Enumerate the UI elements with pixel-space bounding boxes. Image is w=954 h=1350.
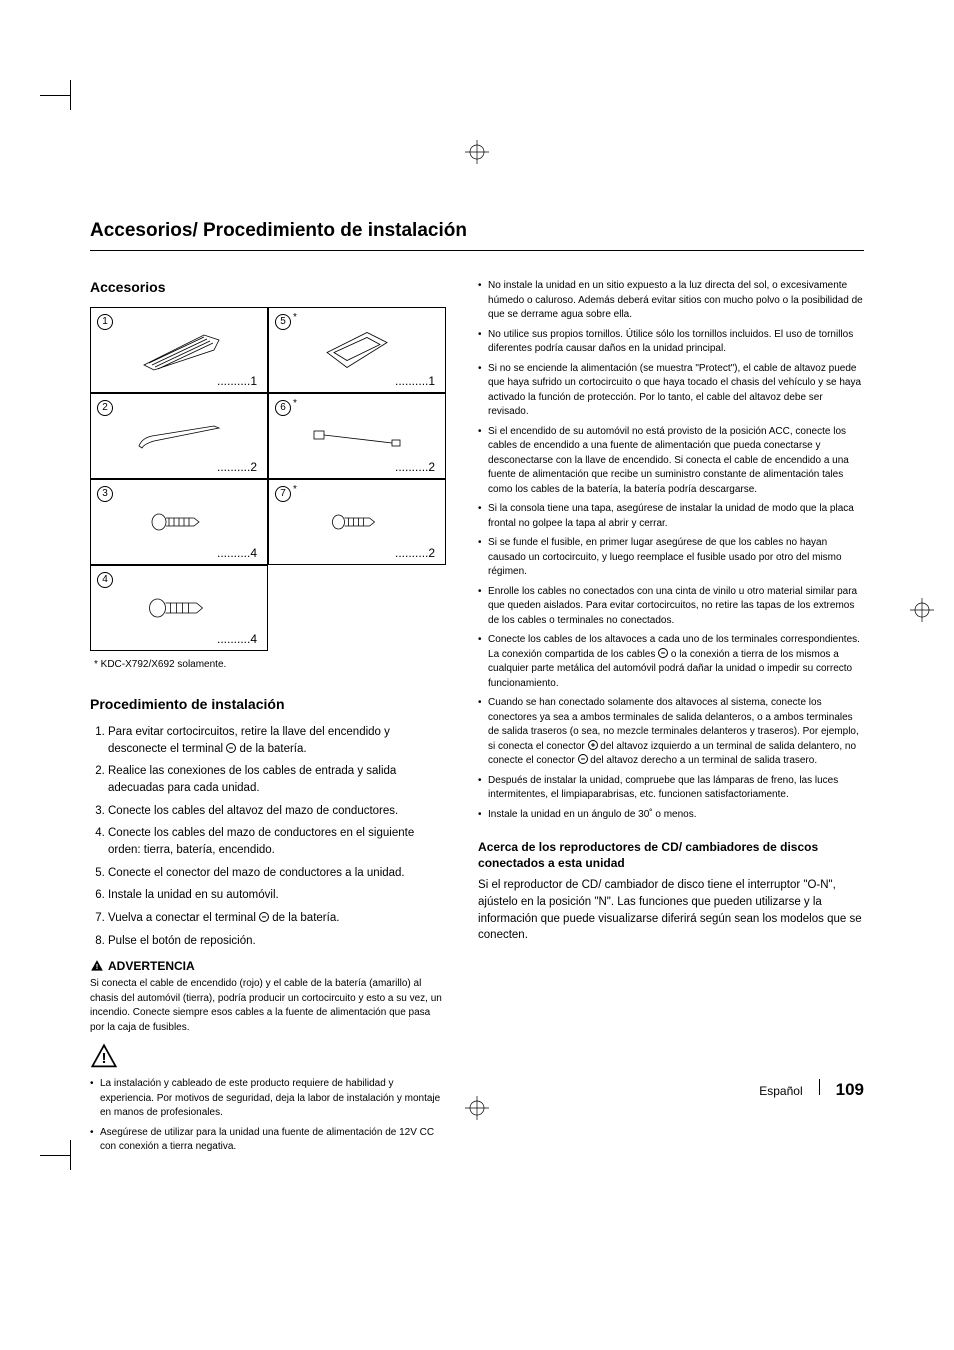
accessory-cell: 2 ..........2 bbox=[90, 393, 268, 479]
accessory-number: 2 bbox=[97, 400, 113, 416]
note-item: No instale la unidad en un sitio expuest… bbox=[478, 279, 865, 323]
accessories-heading: Accesorios bbox=[90, 279, 446, 295]
warning-body: Si conecta el cable de encendido (rojo) … bbox=[90, 977, 446, 1035]
extraction-key-icon bbox=[134, 416, 224, 456]
accessory-grid: 1 ..........1 5 * ..........1 2 ........… bbox=[90, 307, 446, 651]
accessory-qty: ..........1 bbox=[217, 374, 257, 388]
minus-terminal-icon bbox=[658, 648, 668, 658]
cd-changer-heading: Acerca de los reproductores de CD/ cambi… bbox=[478, 840, 865, 871]
accessory-qty: ..........2 bbox=[395, 546, 435, 560]
caution-item: La instalación y cableado de este produc… bbox=[90, 1077, 446, 1121]
wiring-harness-icon bbox=[134, 325, 224, 375]
svg-text:!: ! bbox=[96, 962, 99, 971]
right-bullets: No instale la unidad en un sitio expuest… bbox=[478, 279, 865, 822]
accessory-qty: ..........4 bbox=[217, 632, 257, 646]
accessory-number: 3 bbox=[97, 486, 113, 502]
screw-icon bbox=[147, 592, 212, 624]
cd-changer-body: Si el reproductor de CD/ cambiador de di… bbox=[478, 877, 865, 944]
cable-icon bbox=[312, 421, 402, 451]
warning-label: ADVERTENCIA bbox=[108, 959, 195, 973]
install-step: Para evitar cortocircuitos, retire la ll… bbox=[108, 724, 446, 757]
caution-item: Asegúrese de utilizar para la unidad una… bbox=[90, 1126, 446, 1155]
install-steps: Para evitar cortocircuitos, retire la ll… bbox=[90, 724, 446, 949]
install-step: Vuelva a conectar el terminal de la bate… bbox=[108, 910, 446, 927]
minus-terminal-icon bbox=[226, 743, 236, 753]
accessory-cell: 6 * ..........2 bbox=[268, 393, 446, 479]
accessory-number: 6 bbox=[275, 400, 291, 416]
registration-mark-icon bbox=[465, 1096, 489, 1120]
accessory-star: * bbox=[293, 312, 297, 323]
note-item: Si la consola tiene una tapa, asegúrese … bbox=[478, 502, 865, 531]
accessory-qty: ..........4 bbox=[217, 546, 257, 560]
note-item: Después de instalar la unidad, compruebe… bbox=[478, 774, 865, 803]
warning-triangle-icon: ! bbox=[90, 959, 104, 973]
accessory-qty: ..........2 bbox=[217, 460, 257, 474]
note-item: Si se funde el fusible, en primer lugar … bbox=[478, 536, 865, 580]
note-item: Si no se enciende la alimentación (se mu… bbox=[478, 362, 865, 420]
procedure-heading: Procedimiento de instalación bbox=[90, 696, 446, 712]
caution-bullets: La instalación y cableado de este produc… bbox=[90, 1077, 446, 1155]
registration-mark-icon bbox=[910, 598, 934, 622]
plus-terminal-icon bbox=[588, 740, 598, 750]
accessory-qty: ..........1 bbox=[395, 374, 435, 388]
accessory-number: 5 bbox=[275, 314, 291, 330]
accessory-cell: 5 * ..........1 bbox=[268, 307, 446, 393]
accessory-number: 4 bbox=[97, 572, 113, 588]
accessory-number: 7 bbox=[275, 486, 291, 502]
install-step: Realice las conexiones de los cables de … bbox=[108, 763, 446, 796]
accessory-star: * bbox=[293, 398, 297, 409]
page-title: Accesorios/ Procedimiento de instalación bbox=[90, 220, 864, 242]
note-item: Si el encendido de su automóvil no está … bbox=[478, 425, 865, 498]
caution-triangle-icon: ! bbox=[90, 1043, 118, 1071]
note-item: Enrolle los cables no conectados con una… bbox=[478, 585, 865, 629]
install-step: Pulse el botón de reposición. bbox=[108, 933, 446, 950]
screw-icon bbox=[330, 509, 385, 535]
accessory-number: 1 bbox=[97, 314, 113, 330]
accessory-footnote: * KDC-X792/X692 solamente. bbox=[94, 659, 446, 670]
install-step: Conecte los cables del altavoz del mazo … bbox=[108, 803, 446, 820]
warning-heading: ! ADVERTENCIA bbox=[90, 959, 446, 973]
registration-mark-icon bbox=[465, 140, 489, 164]
accessory-star: * bbox=[293, 484, 297, 495]
trim-plate-icon bbox=[322, 328, 392, 373]
accessory-qty: ..........2 bbox=[395, 460, 435, 474]
accessory-cell: 1 ..........1 bbox=[90, 307, 268, 393]
install-step: Conecte los cables del mazo de conductor… bbox=[108, 825, 446, 858]
page-footer: Español 109 bbox=[759, 1079, 864, 1100]
install-step: Conecte el conector del mazo de conducto… bbox=[108, 865, 446, 882]
note-item: No utilice sus propios tornillos. Útilic… bbox=[478, 328, 865, 357]
install-step: Instale la unidad en su automóvil. bbox=[108, 887, 446, 904]
note-item: Instale la unidad en un ángulo de 30˚ o … bbox=[478, 808, 865, 823]
note-item: Cuando se han conectado solamente dos al… bbox=[478, 696, 865, 769]
title-rule bbox=[90, 250, 864, 251]
accessory-cell: 4 ..........4 bbox=[90, 565, 268, 651]
footer-language: Español bbox=[759, 1084, 802, 1098]
minus-terminal-icon bbox=[259, 912, 269, 922]
accessory-cell: 3 ..........4 bbox=[90, 479, 268, 565]
note-item: Conecte los cables de los altavoces a ca… bbox=[478, 633, 865, 691]
screw-icon bbox=[149, 507, 209, 537]
minus-terminal-icon bbox=[578, 754, 588, 764]
footer-divider bbox=[819, 1079, 820, 1095]
accessory-cell: 7 * ..........2 bbox=[268, 479, 446, 565]
svg-text:!: ! bbox=[101, 1050, 106, 1067]
footer-page-number: 109 bbox=[836, 1080, 864, 1100]
